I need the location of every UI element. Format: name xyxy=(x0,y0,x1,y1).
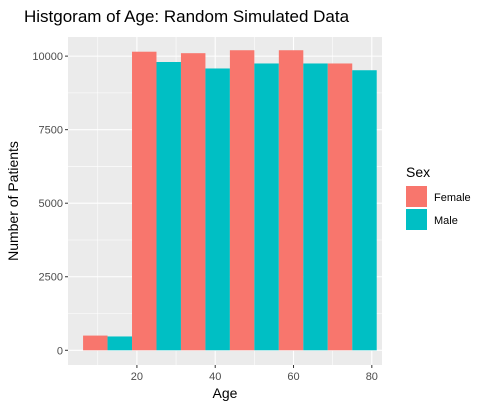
bar-female-bin-4 xyxy=(229,50,255,351)
x-axis-label: Age xyxy=(213,385,238,401)
bar-male-bin-5 xyxy=(303,63,328,351)
legend-items: Female Male xyxy=(406,186,471,230)
bar-male-bin-3 xyxy=(205,68,230,351)
legend-swatch-female xyxy=(406,186,427,207)
x-axis: 20 40 60 80 xyxy=(131,365,378,383)
bar-male-bin-6 xyxy=(352,70,377,351)
bar-female-bin-6 xyxy=(327,63,353,351)
legend-label-male: Male xyxy=(434,215,458,227)
bar-female-bin-1 xyxy=(83,335,108,351)
legend-swatch-male xyxy=(406,209,427,230)
y-axis: 0 2500 5000 7500 10000 xyxy=(32,51,68,357)
bars xyxy=(83,50,377,351)
legend: Sex Female Male xyxy=(406,164,471,230)
legend-title: Sex xyxy=(406,164,430,180)
y-tick-label: 7500 xyxy=(39,125,63,137)
bar-male-bin-4 xyxy=(254,63,279,351)
y-tick-label: 10000 xyxy=(32,51,63,63)
bar-female-bin-2 xyxy=(132,51,157,351)
chart-title: Histgoram of Age: Random Simulated Data xyxy=(24,7,350,26)
x-tick-label: 60 xyxy=(287,371,299,383)
bar-male-bin-1 xyxy=(107,336,133,351)
y-tick-label: 2500 xyxy=(39,272,63,284)
y-tick-label: 0 xyxy=(57,345,63,357)
y-tick-label: 5000 xyxy=(39,198,63,210)
legend-label-female: Female xyxy=(434,192,471,204)
y-axis-label: Number of Patients xyxy=(5,141,21,261)
bar-female-bin-3 xyxy=(180,53,206,351)
bar-female-bin-5 xyxy=(278,50,304,351)
x-tick-label: 80 xyxy=(366,371,378,383)
bar-male-bin-2 xyxy=(156,62,181,351)
x-tick-label: 20 xyxy=(131,371,143,383)
x-tick-label: 40 xyxy=(209,371,221,383)
